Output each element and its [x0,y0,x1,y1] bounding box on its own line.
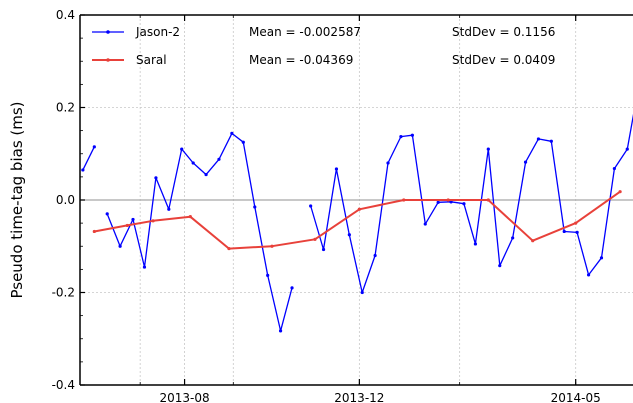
x-axis: 2013-08 2013-12 2014-05 [139,15,601,403]
data-point [334,167,339,171]
data-point [618,190,622,194]
data-point [423,222,427,226]
data-point [446,198,450,202]
data-point [167,207,171,211]
data-point [180,147,184,151]
data-point [410,133,414,137]
series-line [94,190,621,250]
data-point [253,205,257,209]
x-tick-label: 2013-12 [334,391,384,403]
data-point [227,246,231,251]
data-point [436,200,440,204]
legend-mean: Mean = -0.04369 [249,53,353,67]
x-tick-label: 2013-08 [160,391,210,403]
data-point [402,198,406,202]
legend-entry: Saral Mean = -0.04369 StdDev = 0.0409 [92,53,555,67]
data-point [105,212,109,216]
data-point [511,236,515,240]
series-line [106,132,293,332]
data-point [486,147,490,151]
data-point [204,172,208,177]
data-point [549,139,553,143]
y-tick-label: 0.0 [56,193,75,207]
data-point [125,223,129,228]
data-point [92,229,96,234]
series-line [82,146,95,171]
series-line [310,113,633,294]
data-point [449,200,453,204]
legend-mean: Mean = -0.002587 [249,25,361,39]
data-point [191,161,195,165]
data-point [575,230,579,234]
data-point [625,147,629,151]
data-point [142,265,147,269]
legend-marker [106,58,110,62]
y-tick-label: 0.2 [56,101,75,115]
data-point [523,160,528,164]
data-point [399,135,403,139]
data-point [266,273,270,277]
data-point [188,215,192,219]
data-point [586,273,591,277]
data-point [373,253,377,258]
legend-stddev: StdDev = 0.0409 [452,53,555,67]
y-tick-label: -0.4 [52,378,75,392]
data-point [309,204,313,208]
data-point [462,202,466,206]
data-point [270,244,274,248]
y-axis: 0.4 0.2 0.0 -0.2 -0.4 [52,8,85,392]
data-point [217,157,221,161]
data-point [531,239,535,243]
data-point [154,176,158,180]
x-tick-label: 2014-05 [551,391,601,403]
series-layer [81,113,633,333]
legend: Jason-2 Mean = -0.002587 StdDev = 0.1156 Sa… [92,25,555,67]
data-point [118,244,122,248]
data-point [536,137,541,141]
legend-label: Saral [136,53,167,67]
data-point [386,161,390,165]
data-point [313,237,317,241]
data-point [290,286,294,290]
data-point [562,229,566,234]
data-point [92,145,96,149]
legend-label: Jason-2 [135,25,180,39]
data-point [357,207,361,211]
y-tick-label: 0.4 [56,8,75,22]
data-point [278,329,283,333]
data-point [486,198,490,202]
y-tick-label: -0.2 [52,286,75,300]
data-point [473,242,478,246]
data-point [347,233,351,237]
legend-entry: Jason-2 Mean = -0.002587 StdDev = 0.1156 [92,25,555,39]
data-point [360,290,364,295]
data-point [498,264,502,268]
data-point [151,219,155,223]
data-point [574,221,578,225]
data-point [612,166,616,171]
legend-stddev: StdDev = 0.1156 [452,25,555,39]
legend-marker [106,30,110,34]
data-point [321,247,326,252]
series-jason-2 [81,113,633,333]
data-point [131,217,135,222]
data-point [599,256,604,260]
y-axis-label: Pseudo time-tag bias (ms) [8,101,26,298]
series-saral [92,190,622,251]
data-point [241,140,245,144]
data-point [230,131,234,135]
data-point [81,168,85,172]
